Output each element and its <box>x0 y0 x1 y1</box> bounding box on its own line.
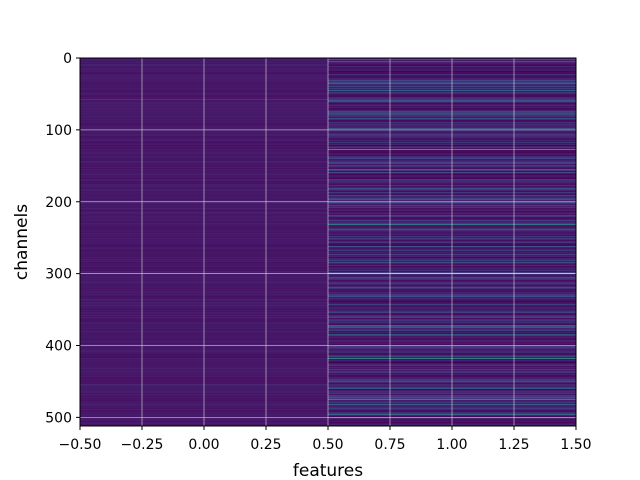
y-tick-label: 200 <box>45 195 72 211</box>
x-tick-label: 1.50 <box>560 437 591 453</box>
y-tick-label: 100 <box>45 123 72 139</box>
x-tick-label: 1.25 <box>498 437 529 453</box>
x-tick-label: 0.25 <box>250 437 281 453</box>
x-axis-label: features <box>293 461 363 480</box>
y-tick-label: 0 <box>63 51 72 67</box>
y-axis: 0 100 200 300 400 500 <box>45 51 80 426</box>
y-tick-label: 500 <box>45 410 72 426</box>
x-tick-label: 0.75 <box>374 437 405 453</box>
x-axis: −0.50 −0.25 0.00 0.25 0.50 0.75 1.00 1.25 1.50 <box>59 426 592 453</box>
y-tick-label: 400 <box>45 339 72 355</box>
x-tick-label: 1.00 <box>436 437 467 453</box>
x-tick-label: 0.50 <box>312 437 343 453</box>
x-tick-label: −0.25 <box>121 437 164 453</box>
x-tick-label: 0.00 <box>188 437 219 453</box>
y-tick-label: 300 <box>45 267 72 283</box>
y-axis-label: channels <box>12 204 32 280</box>
x-tick-label: −0.50 <box>59 437 102 453</box>
